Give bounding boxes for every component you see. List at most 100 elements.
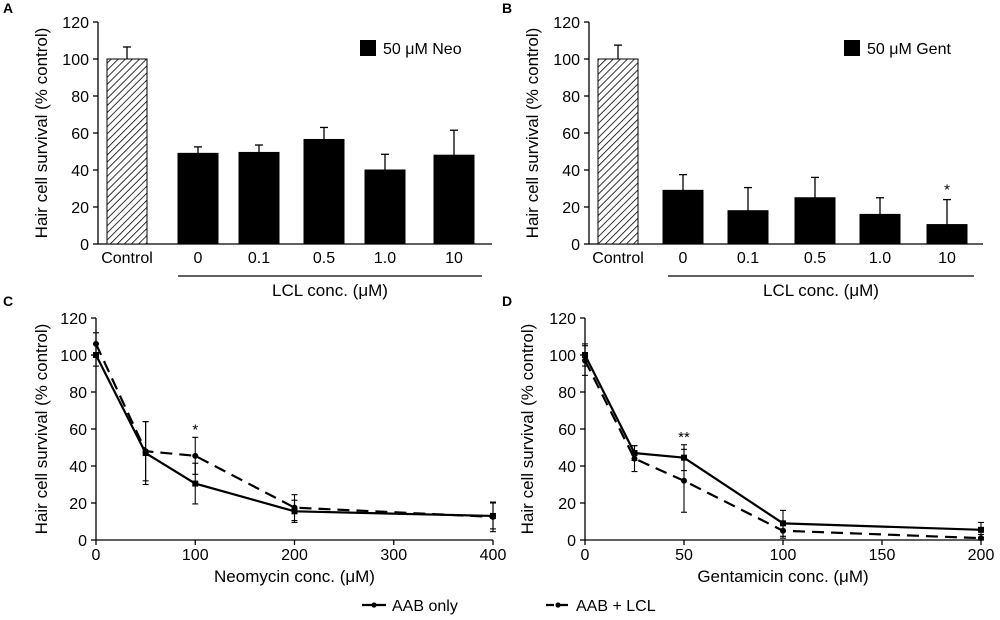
panel-letter: C <box>3 293 13 309</box>
data-point <box>142 448 149 455</box>
x-tick-label: 400 <box>480 547 507 564</box>
significance-marker: ** <box>678 429 690 446</box>
x-tick-label: 0 <box>194 250 203 267</box>
y-tick-label: 20 <box>69 496 87 513</box>
series-aab-lcl <box>93 332 496 533</box>
y-tick-label: 80 <box>562 89 580 106</box>
y-tick-label: 0 <box>80 237 89 254</box>
y-tick-label: 20 <box>71 200 89 217</box>
y-tick-label: 20 <box>558 496 576 513</box>
x-tick-label: 0 <box>92 547 101 564</box>
x-tick-label: 10 <box>938 250 956 267</box>
x-axis-title: Gentamicin conc. (μM) <box>697 567 868 586</box>
y-tick-label: 100 <box>553 52 580 69</box>
bar-2 <box>727 210 769 245</box>
y-tick-label: 100 <box>62 52 89 69</box>
data-point <box>681 477 687 484</box>
legend-item-aab-only: AAB only <box>362 598 458 615</box>
y-axis-title: Hair cell survival (% control) <box>518 324 537 535</box>
data-point <box>192 480 199 487</box>
bar-4 <box>364 169 406 245</box>
x-axis-title: LCL conc. (μM) <box>272 281 388 300</box>
y-tick-label: 0 <box>571 237 580 254</box>
series-line <box>95 343 494 518</box>
x-tick-label: Control <box>101 250 153 267</box>
x-axis-title: LCL conc. (μM) <box>763 281 879 300</box>
data-point <box>780 527 786 534</box>
x-tick-label: 1.0 <box>374 250 396 267</box>
data-point <box>631 455 638 462</box>
series-aab-lcl <box>582 345 984 542</box>
bar-5 <box>926 224 968 245</box>
significance-marker: * <box>192 422 198 439</box>
data-point <box>582 357 588 364</box>
data-point <box>291 504 298 511</box>
data-point <box>490 513 496 520</box>
data-point <box>93 340 99 347</box>
y-axis-title: Hair cell survival (% control) <box>523 28 542 239</box>
y-tick-label: 0 <box>78 533 87 550</box>
bar-0 <box>597 58 639 245</box>
legend-label-aab-lcl: AAB + LCL <box>576 598 656 615</box>
x-tick-label: 0.5 <box>313 250 335 267</box>
legend-label-aab-only: AAB only <box>392 598 458 615</box>
data-point <box>978 535 984 542</box>
y-tick-label: 0 <box>567 533 576 550</box>
x-tick-label: 10 <box>445 250 463 267</box>
panel-letter: B <box>502 0 512 16</box>
bar-3 <box>303 138 345 245</box>
x-tick-label: 100 <box>182 547 209 564</box>
x-tick-label: 0 <box>679 250 688 267</box>
x-tick-label: 0.5 <box>804 250 826 267</box>
y-tick-label: 120 <box>553 15 580 32</box>
panel-letter: A <box>3 0 13 16</box>
x-tick-label: 150 <box>869 547 896 564</box>
y-tick-label: 60 <box>558 422 576 439</box>
y-tick-label: 60 <box>71 126 89 143</box>
series-line <box>584 354 982 531</box>
bar-5 <box>433 154 475 245</box>
x-tick-label: 1.0 <box>869 250 891 267</box>
x-axis-title: Neomycin conc. (μM) <box>214 567 375 586</box>
y-tick-label: 80 <box>71 89 89 106</box>
x-tick-label: 100 <box>770 547 797 564</box>
y-tick-label: 40 <box>562 163 580 180</box>
y-tick-label: 120 <box>549 311 576 328</box>
y-tick-label: 100 <box>60 348 87 365</box>
x-tick-label: 0.1 <box>737 250 759 267</box>
bar-1 <box>662 189 704 245</box>
panel-d: D 0 20 40 60 80 100 120 Hair cell survival (% co… <box>502 293 994 586</box>
x-tick-label: 0.1 <box>248 250 270 267</box>
legend-marker-aab-only <box>371 602 377 608</box>
bar-4 <box>859 213 901 245</box>
legend-swatch <box>360 40 376 56</box>
x-tick-label: 0 <box>581 547 590 564</box>
y-tick-label: 40 <box>71 163 89 180</box>
legend-item-aab-lcl: AAB + LCL <box>546 598 656 615</box>
y-axis-title: Hair cell survival (% control) <box>32 324 51 535</box>
x-tick-label: 200 <box>281 547 308 564</box>
bar-3 <box>794 197 836 245</box>
y-tick-label: 60 <box>69 422 87 439</box>
significance-marker: * <box>944 182 950 199</box>
y-tick-label: 40 <box>69 459 87 476</box>
legend-swatch <box>844 40 860 56</box>
x-tick-label: 50 <box>675 547 693 564</box>
y-tick-label: 80 <box>558 385 576 402</box>
y-tick-label: 100 <box>549 348 576 365</box>
bar-1 <box>177 152 219 245</box>
y-tick-label: 80 <box>69 385 87 402</box>
bar-0 <box>106 58 148 245</box>
series-line <box>95 354 494 518</box>
data-point <box>978 526 984 533</box>
x-tick-label: Control <box>592 250 644 267</box>
panel-c: C 0 20 40 60 80 100 120 Hair cell survival (% co… <box>3 293 506 586</box>
legend-marker-aab-lcl <box>555 602 561 608</box>
y-tick-label: 40 <box>558 459 576 476</box>
y-tick-label: 120 <box>62 15 89 32</box>
figure-legend: AAB only AAB + LCL <box>362 598 656 615</box>
y-tick-label: 120 <box>60 311 87 328</box>
bar-2 <box>238 151 280 245</box>
legend-label: 50 μM Gent <box>867 41 951 58</box>
